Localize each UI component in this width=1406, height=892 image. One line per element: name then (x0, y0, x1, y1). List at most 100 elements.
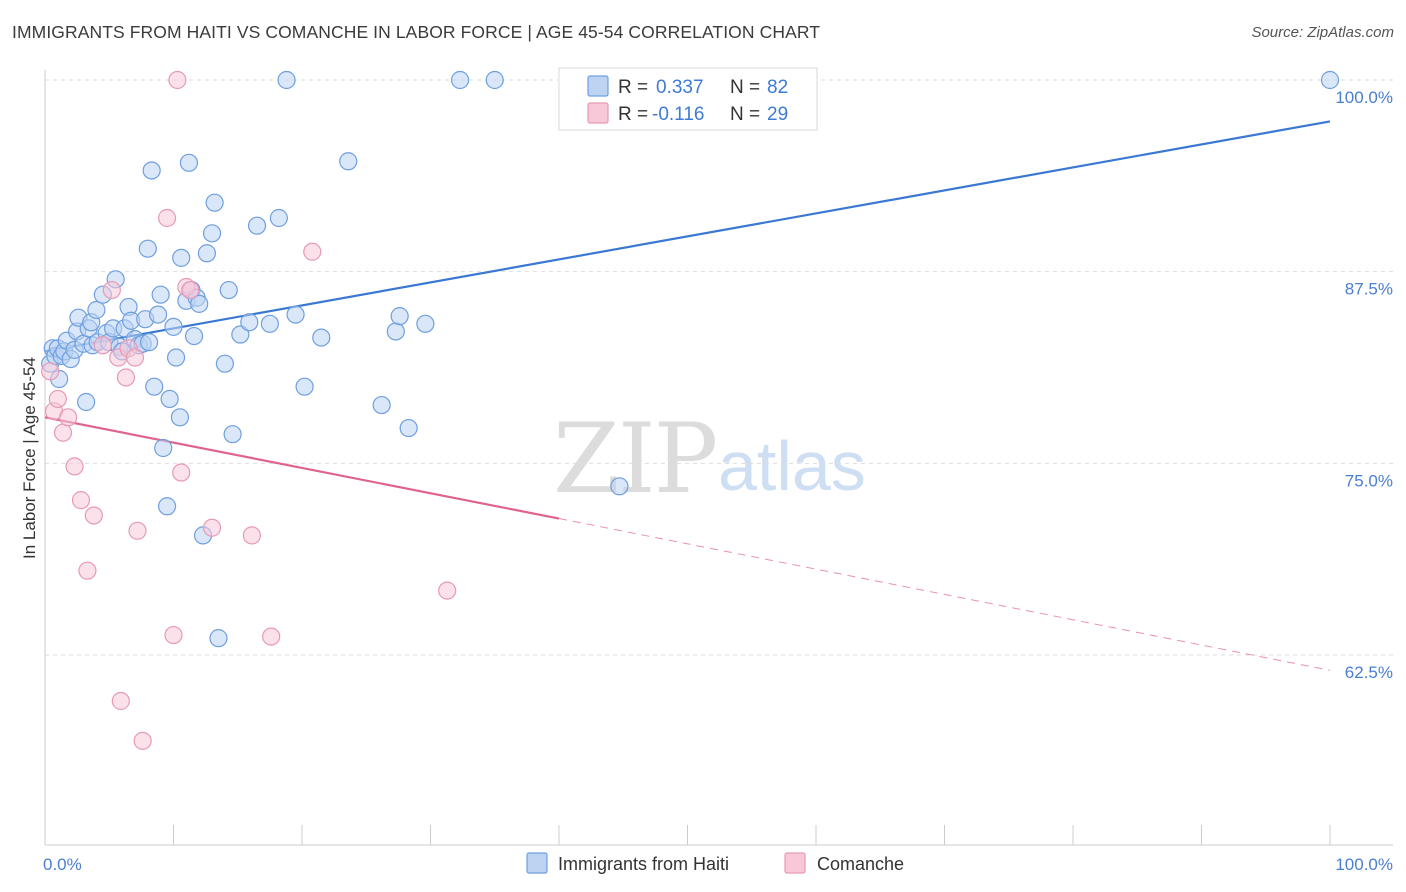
point-comanche (59, 408, 78, 427)
point-haiti (197, 244, 217, 263)
point-comanche (157, 208, 177, 228)
point-haiti (172, 248, 191, 267)
point-comanche (71, 491, 91, 510)
legend-comanche-r-label: R = (618, 104, 648, 125)
watermark-zip: ZIP (553, 403, 716, 515)
point-haiti (145, 377, 164, 396)
point-haiti (485, 70, 504, 90)
point-haiti (390, 307, 409, 326)
point-haiti (399, 418, 418, 438)
point-comanche (242, 526, 261, 545)
trend-line-comanche-extrapolated (558, 518, 1331, 671)
x-tick-label: 0.0% (43, 855, 82, 874)
legend-swatch-comanche (587, 102, 609, 124)
point-comanche (164, 625, 183, 645)
point-haiti (286, 305, 305, 324)
point-comanche (128, 521, 147, 540)
point-comanche (116, 368, 136, 387)
data-points (41, 70, 1340, 750)
point-comanche (125, 348, 145, 367)
chart-source: Source: ZipAtlas.com (1251, 24, 1394, 41)
point-haiti (231, 325, 250, 344)
point-comanche (168, 70, 187, 90)
point-comanche (102, 280, 121, 300)
point-haiti (277, 70, 296, 90)
point-haiti (160, 389, 179, 409)
point-haiti (269, 208, 288, 228)
watermark-atlas: atlas (718, 427, 866, 505)
point-haiti (260, 314, 279, 333)
y-tick-label: 100.0% (1335, 88, 1393, 107)
point-comanche (48, 389, 67, 409)
axes: 0.0% 100.0% (43, 70, 1393, 874)
trend-line-comanche (44, 416, 560, 520)
point-comanche (78, 561, 97, 580)
legend-haiti-r-label: R = (618, 77, 648, 98)
point-haiti (138, 239, 157, 258)
bottom-legend: Immigrants from Haiti Comanche (526, 852, 904, 874)
point-comanche (41, 362, 60, 381)
legend-comanche-r-value: -0.116 (652, 104, 704, 125)
point-comanche (53, 423, 73, 442)
point-haiti (166, 348, 186, 367)
point-haiti (164, 317, 183, 336)
point-haiti (295, 377, 314, 396)
point-comanche (262, 627, 281, 646)
y-tick-label: 87.5% (1345, 280, 1393, 299)
bottom-legend-haiti-label: Immigrants from Haiti (558, 854, 729, 874)
legend-haiti-n-label: N = (730, 77, 760, 98)
point-haiti (87, 300, 106, 320)
point-haiti (386, 322, 405, 341)
point-haiti (157, 497, 177, 516)
point-comanche (111, 691, 130, 711)
y-axis-title: In Labor Force | Age 45-54 (20, 357, 39, 559)
point-haiti (151, 285, 170, 304)
point-haiti (312, 328, 331, 347)
x-tick-label: 100.0% (1335, 855, 1393, 874)
point-comanche (172, 463, 191, 482)
point-haiti (219, 280, 238, 300)
point-haiti (154, 438, 173, 458)
point-haiti (450, 70, 470, 90)
legend-box: R = 0.337 N = 82 R = -0.116 N = 29 (558, 67, 818, 131)
point-haiti (223, 425, 242, 444)
point-haiti (148, 305, 168, 324)
point-haiti (339, 152, 358, 171)
bottom-legend-comanche-label: Comanche (817, 854, 904, 874)
point-haiti (170, 408, 190, 427)
legend-comanche-n-label: N = (730, 104, 760, 125)
point-comanche (84, 506, 103, 525)
point-haiti (610, 477, 629, 496)
point-haiti (416, 314, 435, 333)
point-comanche (202, 518, 222, 537)
point-comanche (93, 336, 112, 355)
y-tick-label: 75.0% (1345, 471, 1393, 490)
point-haiti (215, 354, 234, 373)
y-tick-label: 62.5% (1345, 663, 1393, 682)
point-haiti (205, 193, 224, 212)
trend-line-haiti (44, 120, 1331, 353)
point-comanche (133, 731, 152, 750)
legend-haiti-n-value: 82 (767, 77, 788, 98)
point-comanche (303, 242, 322, 261)
point-haiti (77, 392, 96, 412)
point-haiti (240, 313, 259, 332)
point-comanche (438, 581, 457, 600)
point-haiti (202, 224, 222, 243)
point-haiti (247, 216, 267, 235)
point-haiti (1320, 70, 1340, 90)
bottom-legend-swatch-haiti (526, 852, 548, 874)
point-haiti (142, 161, 161, 180)
legend-haiti-r-value: 0.337 (656, 77, 704, 98)
legend-comanche-n-value: 29 (767, 104, 788, 125)
point-haiti (372, 395, 391, 415)
point-comanche (181, 280, 200, 300)
trend-lines (44, 120, 1331, 671)
point-haiti (179, 153, 199, 172)
legend-swatch-haiti (587, 75, 609, 97)
point-haiti (184, 326, 204, 346)
chart-title: IMMIGRANTS FROM HAITI VS COMANCHE IN LAB… (12, 22, 821, 42)
bottom-legend-swatch-comanche (784, 852, 806, 874)
point-comanche (65, 457, 84, 476)
